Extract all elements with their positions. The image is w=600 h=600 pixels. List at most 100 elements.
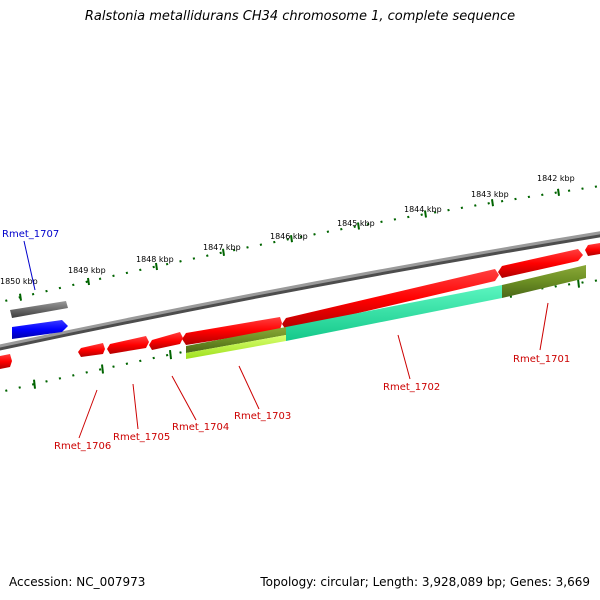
gene-labels: Rmet_1707 Rmet_1701 Rmet_1702 Rmet_1703 … bbox=[2, 229, 570, 452]
minor-tick bbox=[139, 268, 142, 272]
callout-lines bbox=[23, 240, 549, 439]
minor-tick bbox=[125, 271, 129, 275]
minor-tick bbox=[567, 189, 571, 192]
minor-tick bbox=[567, 283, 571, 286]
backbone-shadow bbox=[0, 232, 600, 351]
minor-tick bbox=[58, 377, 62, 380]
minor-tick bbox=[179, 260, 182, 263]
minor-tick bbox=[5, 389, 8, 392]
minor-tick bbox=[112, 274, 115, 278]
minor-tick bbox=[554, 285, 557, 288]
gene-arrow-rmet-1704[interactable] bbox=[149, 332, 183, 350]
minor-tick bbox=[366, 222, 370, 226]
gene-arrow-rmet-1703[interactable] bbox=[182, 317, 282, 345]
minor-tick bbox=[420, 213, 423, 216]
minor-tick bbox=[299, 235, 303, 239]
minor-tick bbox=[407, 215, 410, 219]
minor-tick bbox=[98, 368, 102, 371]
tick-label-1846: 1846 kbp bbox=[270, 232, 308, 241]
minor-tick bbox=[393, 218, 397, 221]
minor-tick bbox=[554, 191, 557, 194]
minor-tick bbox=[72, 283, 75, 287]
major-tick bbox=[557, 188, 560, 196]
minor-tick bbox=[31, 292, 35, 296]
major-tick bbox=[491, 199, 494, 207]
gene-arrow-rmet-1705[interactable] bbox=[107, 336, 149, 354]
minor-tick bbox=[18, 386, 21, 389]
gene-arrow-red-1[interactable] bbox=[585, 243, 600, 256]
minor-tick bbox=[581, 187, 584, 190]
minor-tick bbox=[514, 197, 517, 201]
major-tick bbox=[19, 293, 22, 301]
minor-tick bbox=[433, 211, 437, 214]
minor-tick bbox=[259, 243, 263, 246]
minor-tick bbox=[313, 233, 316, 236]
minor-tick bbox=[45, 380, 48, 383]
major-tick bbox=[169, 349, 172, 360]
minor-tick bbox=[232, 248, 236, 252]
tick-label-1849: 1849 kbp bbox=[68, 266, 106, 275]
major-tick bbox=[87, 277, 90, 286]
backbone bbox=[0, 231, 600, 348]
minor-tick bbox=[112, 365, 115, 368]
callout-rmet-1703 bbox=[238, 365, 260, 410]
tick-label-1845: 1845 kbp bbox=[337, 219, 375, 228]
gene-arrow-rmet-1707[interactable] bbox=[12, 320, 68, 339]
map-title: Ralstonia metallidurans CH34 chromosome … bbox=[84, 9, 516, 24]
gene-label-rmet-1701[interactable]: Rmet_1701 bbox=[513, 354, 570, 365]
feature-bar-aqua-1702[interactable] bbox=[286, 285, 502, 341]
minor-tick bbox=[98, 277, 102, 281]
major-tick bbox=[424, 210, 427, 218]
minor-tick bbox=[273, 240, 276, 244]
major-tick bbox=[33, 379, 36, 389]
minor-tick bbox=[139, 359, 142, 363]
tick-label-1848: 1848 kbp bbox=[136, 255, 174, 264]
minor-tick bbox=[380, 220, 383, 224]
gene-label-rmet-1706[interactable]: Rmet_1706 bbox=[54, 441, 111, 452]
gene-arrow-rmet-1701[interactable] bbox=[498, 249, 583, 278]
minor-tick bbox=[541, 193, 544, 197]
accession-text: Accession: NC_007973 bbox=[9, 575, 146, 589]
minor-tick bbox=[85, 371, 88, 374]
minor-tick bbox=[85, 280, 88, 284]
gene-arrow-rmet-1706[interactable] bbox=[78, 343, 105, 357]
feature-bar-lime-1703[interactable] bbox=[186, 335, 286, 359]
minor-tick bbox=[246, 246, 249, 249]
gene-arrow-rmet-1702[interactable] bbox=[282, 269, 499, 330]
gene-label-rmet-1707[interactable]: Rmet_1707 bbox=[2, 229, 59, 240]
gene-bar-rmet-1707-grey[interactable] bbox=[10, 301, 68, 318]
minor-tick bbox=[45, 289, 48, 293]
gene-label-rmet-1705[interactable]: Rmet_1705 bbox=[113, 432, 170, 443]
minor-tick bbox=[594, 185, 598, 188]
tick-label-1842: 1842 kbp bbox=[537, 174, 575, 183]
feature-bar-olive-1703[interactable] bbox=[186, 327, 286, 353]
gene-label-rmet-1702[interactable]: Rmet_1702 bbox=[383, 382, 440, 393]
minor-tick bbox=[353, 225, 356, 228]
minor-tick bbox=[460, 206, 464, 210]
callout-rmet-1705 bbox=[132, 383, 139, 430]
tick-label-1844: 1844 kbp bbox=[404, 205, 442, 214]
gene-label-rmet-1703[interactable]: Rmet_1703 bbox=[234, 411, 291, 422]
minor-tick bbox=[594, 279, 598, 282]
major-tick bbox=[155, 262, 158, 271]
minor-tick bbox=[192, 257, 196, 260]
minor-tick bbox=[447, 208, 450, 212]
major-tick bbox=[222, 248, 225, 256]
minor-tick bbox=[5, 299, 8, 302]
minor-tick bbox=[152, 356, 155, 360]
gene-label-rmet-1704[interactable]: Rmet_1704 bbox=[172, 422, 229, 433]
feature-bar-olive-1701[interactable] bbox=[502, 265, 586, 298]
minor-tick bbox=[206, 254, 209, 257]
minor-tick bbox=[72, 374, 75, 377]
minor-tick bbox=[125, 362, 129, 365]
minor-tick bbox=[326, 230, 330, 233]
minor-tick bbox=[474, 204, 477, 207]
callout-rmet-1701 bbox=[539, 302, 549, 351]
outer-tick-row bbox=[5, 185, 598, 302]
gene-arrow-left-edge[interactable] bbox=[0, 354, 12, 369]
major-tick bbox=[101, 364, 104, 374]
callout-rmet-1707 bbox=[23, 240, 36, 291]
tick-label-1843: 1843 kbp bbox=[471, 190, 509, 199]
